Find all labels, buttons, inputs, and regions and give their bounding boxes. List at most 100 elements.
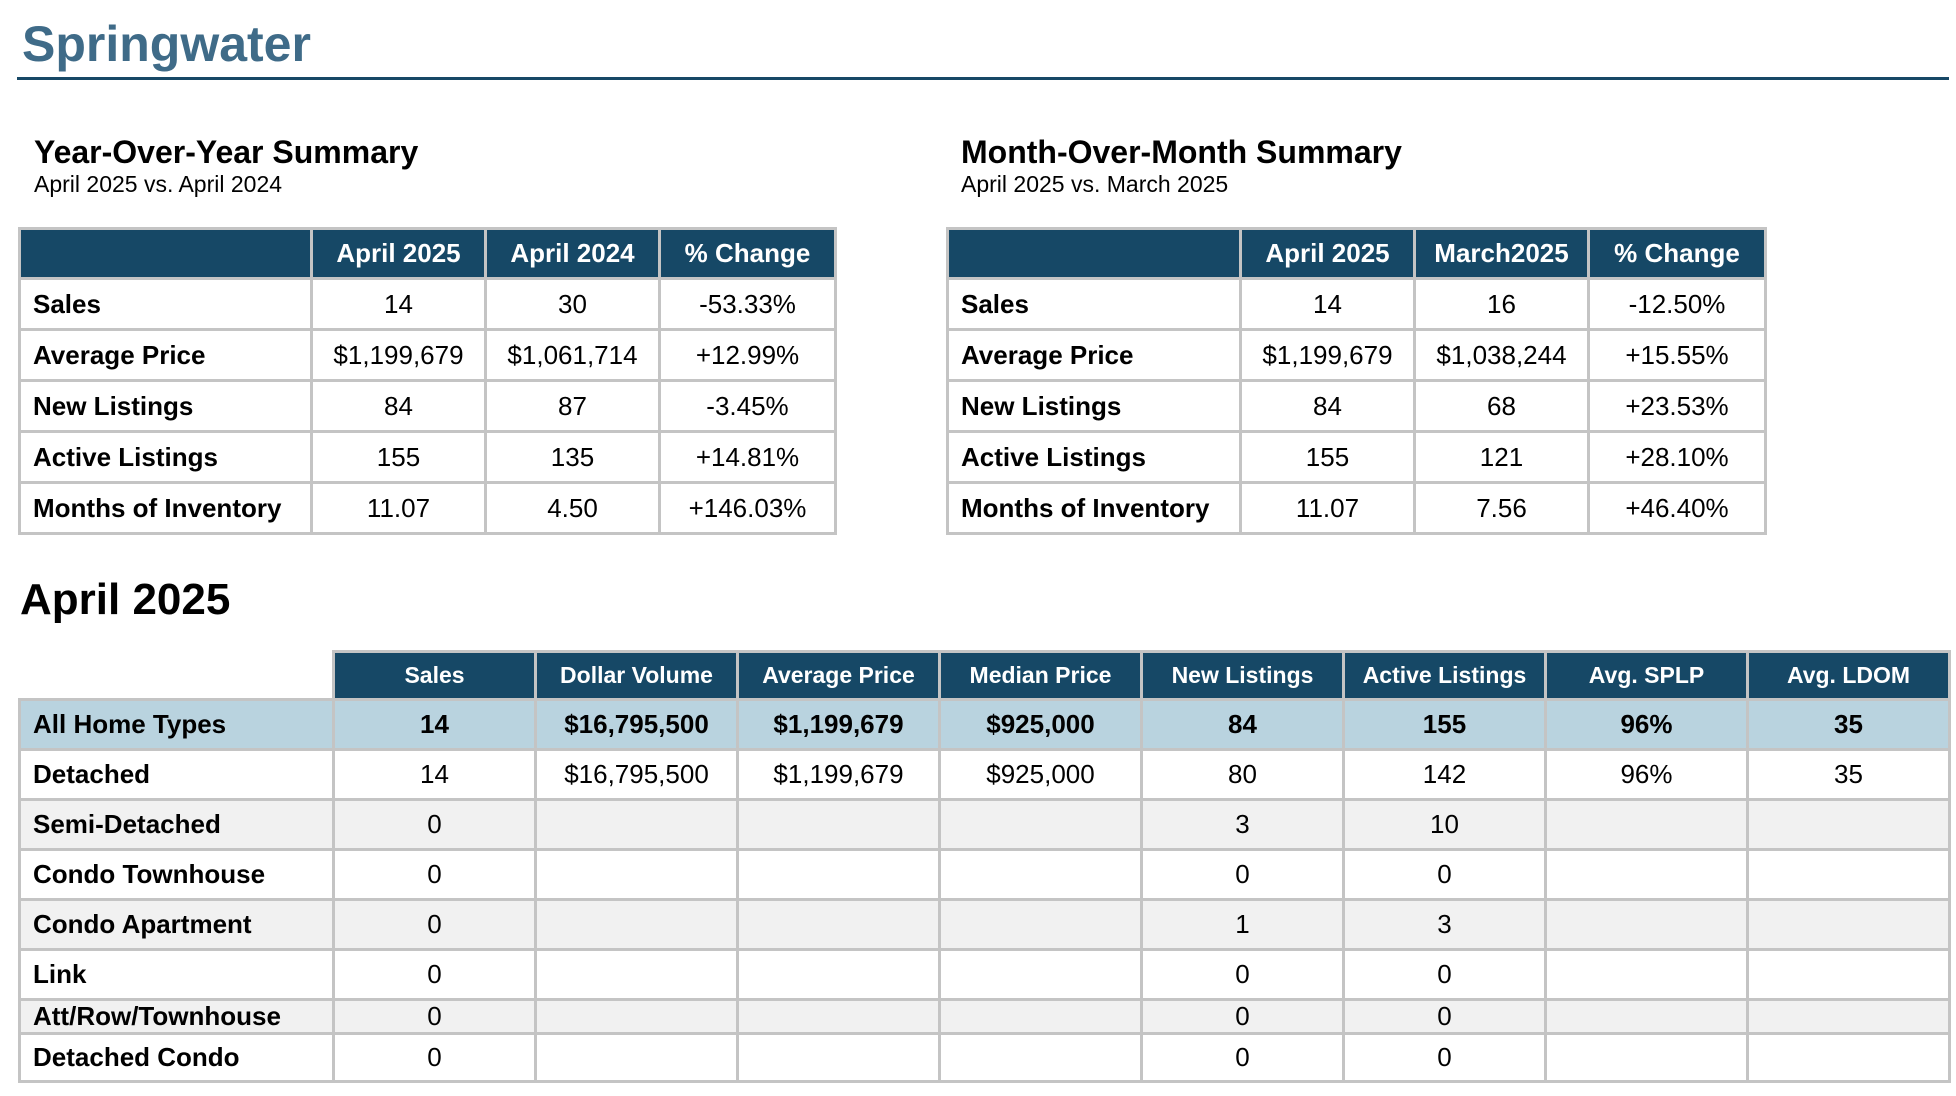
table-cell: +23.53% [1587,379,1767,433]
table-cell: +14.81% [658,430,837,484]
mom-table: April 2025 March2025 % Change Sales 14 1… [946,227,1767,535]
table-row: Active Listings 155 135 +14.81% [18,430,837,484]
table-cell: $925,000 [938,698,1143,751]
table-cell [736,948,941,1001]
table-row: Months of Inventory 11.07 4.50 +146.03% [18,481,837,535]
table-row: Sales 14 16 -12.50% [946,277,1767,331]
table-cell [1746,1032,1951,1083]
mom-title: Month-Over-Month Summary [961,134,1402,170]
table-cell [938,998,1143,1035]
table-cell [1746,848,1951,901]
table-cell [736,998,941,1035]
table-cell: $1,199,679 [1239,328,1416,382]
mom-header-row: April 2025 March2025 % Change [946,227,1767,280]
monthly-col-header: Average Price [736,650,941,701]
monthly-col-header: Median Price [938,650,1143,701]
table-cell [938,798,1143,851]
table-cell: $1,061,714 [484,328,661,382]
table-cell: 14 [332,698,537,751]
table-cell: -53.33% [658,277,837,331]
yoy-col-header: April 2025 [310,227,487,280]
row-label: Detached Condo [18,1032,335,1083]
table-cell: 10 [1342,798,1547,851]
table-cell [1544,948,1749,1001]
row-label: Link [18,948,335,1001]
mom-col-header: % Change [1587,227,1767,280]
table-cell: 96% [1544,748,1749,801]
table-cell: 14 [1239,277,1416,331]
row-label: Condo Apartment [18,898,335,951]
monthly-col-header: Avg. SPLP [1544,650,1749,701]
table-row: Sales 14 30 -53.33% [18,277,837,331]
table-cell: 0 [332,998,537,1035]
table-row: New Listings 84 87 -3.45% [18,379,837,433]
table-cell [534,898,739,951]
table-cell: 84 [1239,379,1416,433]
yoy-header-row: April 2025 April 2024 % Change [18,227,837,280]
table-cell: 155 [310,430,487,484]
table-cell: -3.45% [658,379,837,433]
table-cell: -12.50% [1587,277,1767,331]
row-label: Semi-Detached [18,798,335,851]
table-cell: 7.56 [1413,481,1590,535]
table-cell: $1,199,679 [736,748,941,801]
table-row: Condo Townhouse 0 0 0 [18,848,1951,901]
monthly-col-header: Avg. LDOM [1746,650,1951,701]
table-cell: 11.07 [310,481,487,535]
table-cell: $1,199,679 [736,698,941,751]
table-cell: 4.50 [484,481,661,535]
table-cell: +15.55% [1587,328,1767,382]
table-cell: 14 [310,277,487,331]
monthly-header-corner [19,651,334,701]
monthly-col-header: Dollar Volume [534,650,739,701]
row-label: New Listings [946,379,1242,433]
table-cell: 0 [1140,948,1345,1001]
table-row: Detached Condo 0 0 0 [18,1032,1951,1083]
table-cell: 155 [1342,698,1547,751]
table-cell [534,798,739,851]
table-cell: 16 [1413,277,1590,331]
table-cell: 84 [310,379,487,433]
table-cell: 3 [1140,798,1345,851]
table-cell: 0 [1342,998,1547,1035]
monthly-header-row: Sales Dollar Volume Average Price Median… [19,650,1951,701]
table-cell [736,798,941,851]
yoy-title: Year-Over-Year Summary [34,134,419,170]
total-row: All Home Types 14 $16,795,500 $1,199,679… [18,698,1951,751]
table-row: Semi-Detached 0 3 10 [18,798,1951,851]
row-label: Condo Townhouse [18,848,335,901]
table-cell: 121 [1413,430,1590,484]
table-cell: 3 [1342,898,1547,951]
table-cell [736,1032,941,1083]
title-divider [17,77,1949,80]
table-cell: 0 [332,848,537,901]
table-cell: $925,000 [938,748,1143,801]
table-cell: 0 [332,1032,537,1083]
table-cell: 68 [1413,379,1590,433]
table-row: Average Price $1,199,679 $1,038,244 +15.… [946,328,1767,382]
monthly-title: April 2025 [20,575,231,624]
table-row: Months of Inventory 11.07 7.56 +46.40% [946,481,1767,535]
table-cell [736,898,941,951]
table-cell [1544,798,1749,851]
table-cell: +12.99% [658,328,837,382]
row-label: Months of Inventory [18,481,313,535]
table-cell: 0 [1140,848,1345,901]
row-label: Months of Inventory [946,481,1242,535]
row-label: Active Listings [946,430,1242,484]
table-row: Active Listings 155 121 +28.10% [946,430,1767,484]
row-label: Sales [946,277,1242,331]
table-cell [938,948,1143,1001]
table-cell: $1,199,679 [310,328,487,382]
row-label: Sales [18,277,313,331]
table-cell: $16,795,500 [534,748,739,801]
table-cell: +46.40% [1587,481,1767,535]
table-cell: $1,038,244 [1413,328,1590,382]
monthly-col-header: Sales [332,650,537,701]
table-cell: 96% [1544,698,1749,751]
table-cell [1746,998,1951,1035]
table-cell: 0 [332,948,537,1001]
table-cell: 0 [1342,1032,1547,1083]
mom-subtitle: April 2025 vs. March 2025 [961,171,1229,197]
table-cell: 0 [1140,1032,1345,1083]
